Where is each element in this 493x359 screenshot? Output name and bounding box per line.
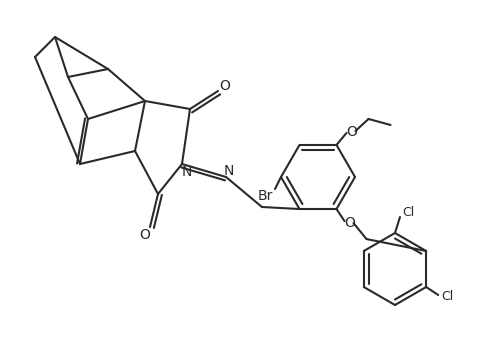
Text: O: O (219, 79, 230, 93)
Text: O: O (344, 216, 355, 230)
Text: O: O (140, 228, 150, 242)
Text: Cl: Cl (441, 290, 453, 303)
Text: Cl: Cl (402, 205, 414, 219)
Text: O: O (346, 125, 357, 139)
Text: Br: Br (257, 189, 273, 203)
Text: N: N (224, 164, 234, 178)
Text: N: N (182, 165, 192, 179)
